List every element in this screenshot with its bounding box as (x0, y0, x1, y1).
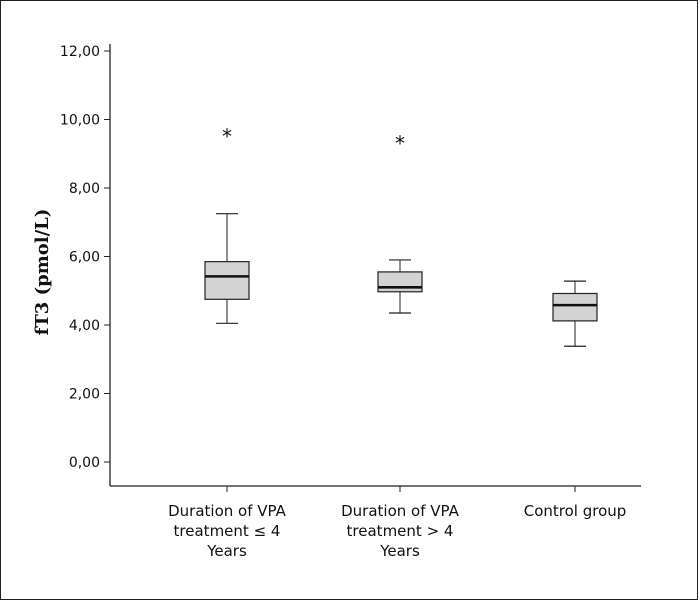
y-tick-label: 8,00 (69, 181, 100, 197)
outlier-marker: * (395, 131, 405, 155)
x-axis-labels: Duration of VPA treatment ≤ 4 Years Duratio… (168, 486, 626, 560)
x-category-label: Years (379, 542, 420, 560)
y-axis-title: fT3 (pmol/L) (32, 209, 53, 336)
iqr-box (204, 261, 250, 300)
x-category-label: treatment > 4 (347, 522, 454, 540)
boxes: * * (204, 124, 598, 347)
y-tick-label: 10,00 (60, 113, 100, 129)
x-category-label: Years (206, 542, 247, 560)
box-group: * (377, 131, 423, 314)
x-category-label: Duration of VPA (168, 502, 286, 520)
outlier-marker: * (222, 124, 232, 148)
iqr-box (552, 292, 598, 322)
iqr-box (377, 271, 423, 293)
x-category-label: Duration of VPA (341, 502, 459, 520)
y-tick-label: 4,00 (69, 318, 100, 334)
box-group (552, 280, 598, 347)
y-tick-label: 2,00 (69, 387, 100, 403)
y-tick-label: 0,00 (69, 455, 100, 471)
x-category-label: treatment ≤ 4 (174, 522, 281, 540)
x-category-label: Control group (524, 502, 627, 520)
y-tick-label: 12,00 (60, 44, 100, 60)
y-tick-label: 6,00 (69, 250, 100, 266)
axes (109, 44, 641, 487)
y-axis-ticks: 0,00 2,00 4,00 6,00 8,00 10,00 12,00 (60, 44, 110, 471)
box-group: * (204, 124, 250, 324)
